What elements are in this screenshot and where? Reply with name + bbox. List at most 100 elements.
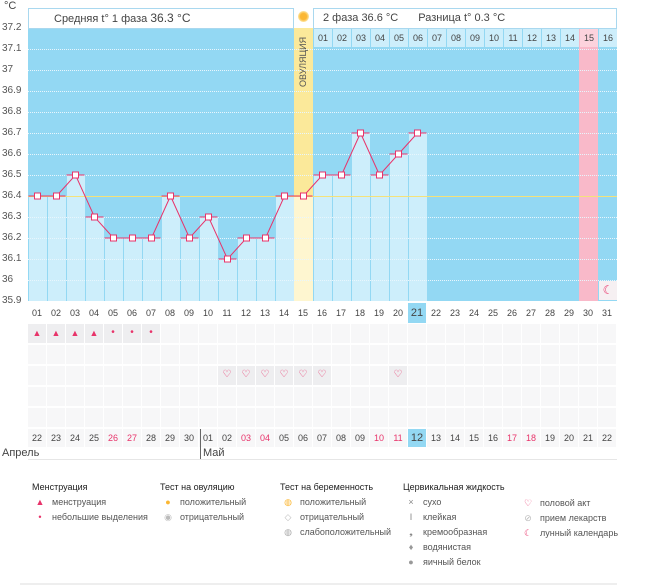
empty-cell[interactable]	[503, 324, 521, 343]
calendar-date-label[interactable]: 27	[123, 429, 141, 447]
empty-cell[interactable]	[579, 366, 597, 385]
empty-cell[interactable]	[218, 408, 236, 427]
empty-cell[interactable]	[256, 387, 274, 406]
empty-cell[interactable]	[560, 408, 578, 427]
calendar-date-label[interactable]: 17	[503, 429, 521, 447]
empty-cell[interactable]	[104, 345, 122, 364]
empty-cell[interactable]	[560, 324, 578, 343]
empty-cell[interactable]	[370, 324, 388, 343]
empty-cell[interactable]	[503, 408, 521, 427]
empty-cell[interactable]	[332, 408, 350, 427]
temperature-point[interactable]	[167, 192, 174, 200]
calendar-date-label[interactable]: 02	[218, 429, 236, 447]
empty-cell[interactable]	[199, 408, 217, 427]
empty-cell[interactable]	[427, 345, 445, 364]
empty-cell[interactable]	[446, 366, 464, 385]
temperature-point[interactable]	[243, 234, 250, 242]
empty-cell[interactable]	[560, 345, 578, 364]
cycle-day-label[interactable]: 13	[259, 308, 270, 318]
cycle-day-label[interactable]: 19	[373, 308, 384, 318]
empty-cell[interactable]	[541, 324, 559, 343]
empty-cell[interactable]	[294, 324, 312, 343]
heart-icon[interactable]: ♡	[389, 366, 407, 385]
small-drop-icon[interactable]: •	[123, 324, 141, 343]
empty-cell[interactable]	[66, 345, 84, 364]
empty-cell[interactable]	[142, 387, 160, 406]
empty-cell[interactable]	[294, 387, 312, 406]
empty-cell[interactable]	[484, 366, 502, 385]
empty-cell[interactable]	[351, 408, 369, 427]
calendar-date-label[interactable]: 22	[28, 429, 46, 447]
temperature-point[interactable]	[319, 171, 326, 179]
small-drop-icon[interactable]: •	[142, 324, 160, 343]
cycle-day-label[interactable]: 20	[392, 308, 403, 318]
empty-cell[interactable]	[427, 408, 445, 427]
empty-cell[interactable]	[427, 366, 445, 385]
empty-cell[interactable]	[123, 408, 141, 427]
empty-cell[interactable]	[446, 387, 464, 406]
temperature-point[interactable]	[148, 234, 155, 242]
heart-icon[interactable]: ♡	[237, 366, 255, 385]
empty-cell[interactable]	[28, 366, 46, 385]
empty-cell[interactable]	[28, 345, 46, 364]
temperature-point[interactable]	[395, 150, 402, 158]
empty-cell[interactable]	[180, 366, 198, 385]
empty-cell[interactable]	[256, 345, 274, 364]
empty-cell[interactable]	[47, 387, 65, 406]
calendar-date-label[interactable]: 09	[351, 429, 369, 447]
empty-cell[interactable]	[218, 324, 236, 343]
calendar-date-label[interactable]: 06	[294, 429, 312, 447]
empty-cell[interactable]	[199, 345, 217, 364]
calendar-date-label[interactable]: 29	[161, 429, 179, 447]
empty-cell[interactable]	[370, 408, 388, 427]
empty-cell[interactable]	[66, 408, 84, 427]
calendar-date-label[interactable]: 07	[313, 429, 331, 447]
calendar-date-label[interactable]: 01	[199, 429, 217, 447]
calendar-date-label[interactable]: 11	[389, 429, 407, 447]
empty-cell[interactable]	[142, 408, 160, 427]
calendar-date-label[interactable]: 13	[427, 429, 445, 447]
empty-cell[interactable]	[256, 324, 274, 343]
empty-cell[interactable]	[47, 408, 65, 427]
empty-cell[interactable]	[598, 387, 616, 406]
empty-cell[interactable]	[161, 366, 179, 385]
empty-cell[interactable]	[408, 387, 426, 406]
empty-cell[interactable]	[408, 366, 426, 385]
empty-cell[interactable]	[275, 387, 293, 406]
empty-cell[interactable]	[351, 345, 369, 364]
empty-cell[interactable]	[218, 345, 236, 364]
empty-cell[interactable]	[85, 345, 103, 364]
temperature-point[interactable]	[205, 213, 212, 221]
cycle-day-label[interactable]: 23	[449, 308, 460, 318]
temperature-point[interactable]	[72, 171, 79, 179]
empty-cell[interactable]	[332, 387, 350, 406]
empty-cell[interactable]	[237, 324, 255, 343]
empty-cell[interactable]	[123, 387, 141, 406]
cycle-day-label[interactable]: 14	[278, 308, 289, 318]
blood-drop-icon[interactable]: ▲	[85, 324, 103, 343]
cycle-day-label[interactable]: 21	[408, 303, 426, 323]
cycle-day-label[interactable]: 24	[468, 308, 479, 318]
empty-cell[interactable]	[465, 387, 483, 406]
empty-cell[interactable]	[484, 345, 502, 364]
empty-cell[interactable]	[351, 387, 369, 406]
cycle-day-label[interactable]: 29	[563, 308, 574, 318]
empty-cell[interactable]	[313, 408, 331, 427]
calendar-date-label[interactable]: 23	[47, 429, 65, 447]
empty-cell[interactable]	[218, 387, 236, 406]
empty-cell[interactable]	[408, 324, 426, 343]
calendar-date-label[interactable]: 15	[465, 429, 483, 447]
empty-cell[interactable]	[598, 408, 616, 427]
empty-cell[interactable]	[294, 345, 312, 364]
blood-drop-icon[interactable]: ▲	[66, 324, 84, 343]
cycle-day-label[interactable]: 09	[183, 308, 194, 318]
empty-cell[interactable]	[465, 324, 483, 343]
empty-cell[interactable]	[389, 345, 407, 364]
temperature-point[interactable]	[186, 234, 193, 242]
calendar-date-label[interactable]: 20	[560, 429, 578, 447]
empty-cell[interactable]	[389, 387, 407, 406]
empty-cell[interactable]	[237, 387, 255, 406]
empty-cell[interactable]	[313, 345, 331, 364]
empty-cell[interactable]	[598, 366, 616, 385]
empty-cell[interactable]	[408, 345, 426, 364]
